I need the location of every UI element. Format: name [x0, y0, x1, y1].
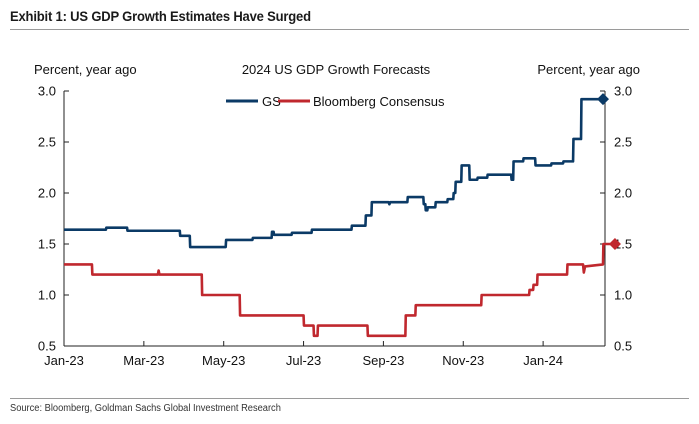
right-axis-label: Percent, year ago	[537, 62, 640, 77]
right-y-tick-label: 1.0	[614, 288, 632, 303]
left-y-tick-label: 1.0	[38, 288, 56, 303]
chart-title: 2024 US GDP Growth Forecasts	[242, 62, 431, 77]
series-end-marker-gs	[597, 93, 610, 106]
right-y-tick-label: 2.0	[614, 186, 632, 201]
legend-label-bloomberg-consensus: Bloomberg Consensus	[313, 94, 445, 109]
x-tick-label: May-23	[202, 353, 245, 368]
x-tick-label: Nov-23	[442, 353, 484, 368]
footer-divider	[10, 398, 689, 399]
title-divider	[10, 29, 689, 30]
legend: GS Bloomberg Consensus	[226, 94, 445, 109]
legend-label-gs: GS	[262, 94, 281, 109]
right-y-tick-label: 1.5	[614, 237, 632, 252]
left-y-tick-label: 0.5	[38, 339, 56, 354]
left-y-tick-label: 2.0	[38, 186, 56, 201]
x-tick-label: Mar-23	[123, 353, 164, 368]
x-tick-label: Sep-23	[362, 353, 404, 368]
right-y-tick-label: 2.5	[614, 135, 632, 150]
x-tick-label: Jul-23	[286, 353, 321, 368]
x-tick-label: Jan-23	[44, 353, 84, 368]
exhibit-title: Exhibit 1: US GDP Growth Estimates Have …	[10, 8, 311, 24]
left-y-tick-label: 2.5	[38, 135, 56, 150]
left-axis-label: Percent, year ago	[34, 62, 137, 77]
right-y-tick-label: 0.5	[614, 339, 632, 354]
left-y-tick-label: 3.0	[38, 84, 56, 99]
series-end-marker-bloomberg-consensus	[608, 238, 621, 250]
series-line-gs	[64, 97, 603, 249]
right-y-tick-label: 3.0	[614, 84, 632, 99]
source-note: Source: Bloomberg, Goldman Sachs Global …	[10, 403, 281, 414]
x-tick-label: Jan-24	[523, 353, 563, 368]
series-line-bloomberg-consensus	[64, 242, 615, 338]
left-y-tick-label: 1.5	[38, 237, 56, 252]
